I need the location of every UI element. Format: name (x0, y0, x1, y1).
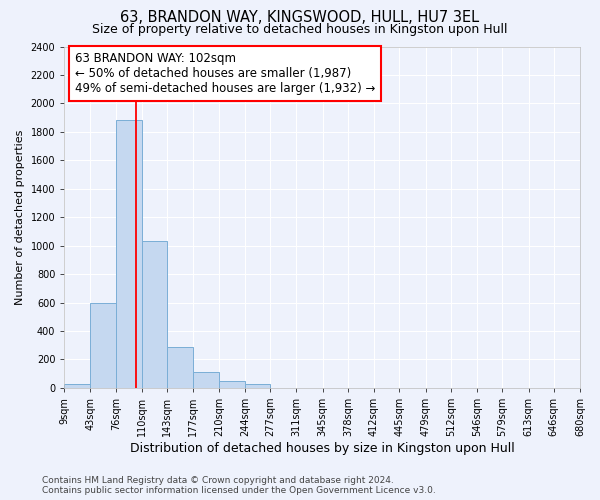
Bar (245, 384, 270, 388)
Bar (64, 384, 91, 388)
Text: Contains HM Land Registry data © Crown copyright and database right 2024.
Contai: Contains HM Land Registry data © Crown c… (42, 476, 436, 495)
Bar (142, 242, 167, 388)
Text: Size of property relative to detached houses in Kingston upon Hull: Size of property relative to detached ho… (92, 22, 508, 36)
X-axis label: Distribution of detached houses by size in Kingston upon Hull: Distribution of detached houses by size … (130, 442, 515, 455)
Text: 63, BRANDON WAY, KINGSWOOD, HULL, HU7 3EL: 63, BRANDON WAY, KINGSWOOD, HULL, HU7 3E… (121, 10, 479, 25)
Bar (91, 302, 116, 388)
Bar (116, 120, 142, 388)
Bar (219, 381, 245, 388)
Bar (193, 372, 219, 388)
Bar (167, 348, 193, 388)
Y-axis label: Number of detached properties: Number of detached properties (15, 130, 25, 305)
Text: 63 BRANDON WAY: 102sqm
← 50% of detached houses are smaller (1,987)
49% of semi-: 63 BRANDON WAY: 102sqm ← 50% of detached… (74, 52, 375, 94)
